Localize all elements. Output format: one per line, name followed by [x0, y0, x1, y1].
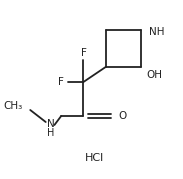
Text: F: F	[58, 77, 64, 87]
Text: CH₃: CH₃	[3, 101, 23, 111]
Text: HCl: HCl	[84, 153, 104, 163]
Text: F: F	[81, 48, 87, 58]
Text: NH: NH	[149, 27, 165, 37]
Text: O: O	[118, 111, 126, 121]
Text: H: H	[47, 128, 54, 138]
Text: N: N	[47, 119, 54, 129]
Text: OH: OH	[146, 70, 162, 80]
